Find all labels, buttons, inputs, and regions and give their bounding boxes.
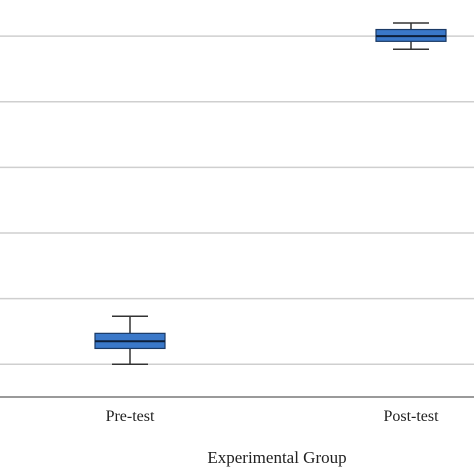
x-tick-label: Post-test [383,408,439,425]
plot-area [94,22,447,365]
x-tick-labels: Pre-test Post-test [106,408,440,425]
box-post-test [375,22,447,50]
x-tick-label: Pre-test [106,408,155,425]
box-pre-test [94,315,166,365]
x-axis-title: Experimental Group [207,448,346,467]
gridlines [0,35,474,365]
